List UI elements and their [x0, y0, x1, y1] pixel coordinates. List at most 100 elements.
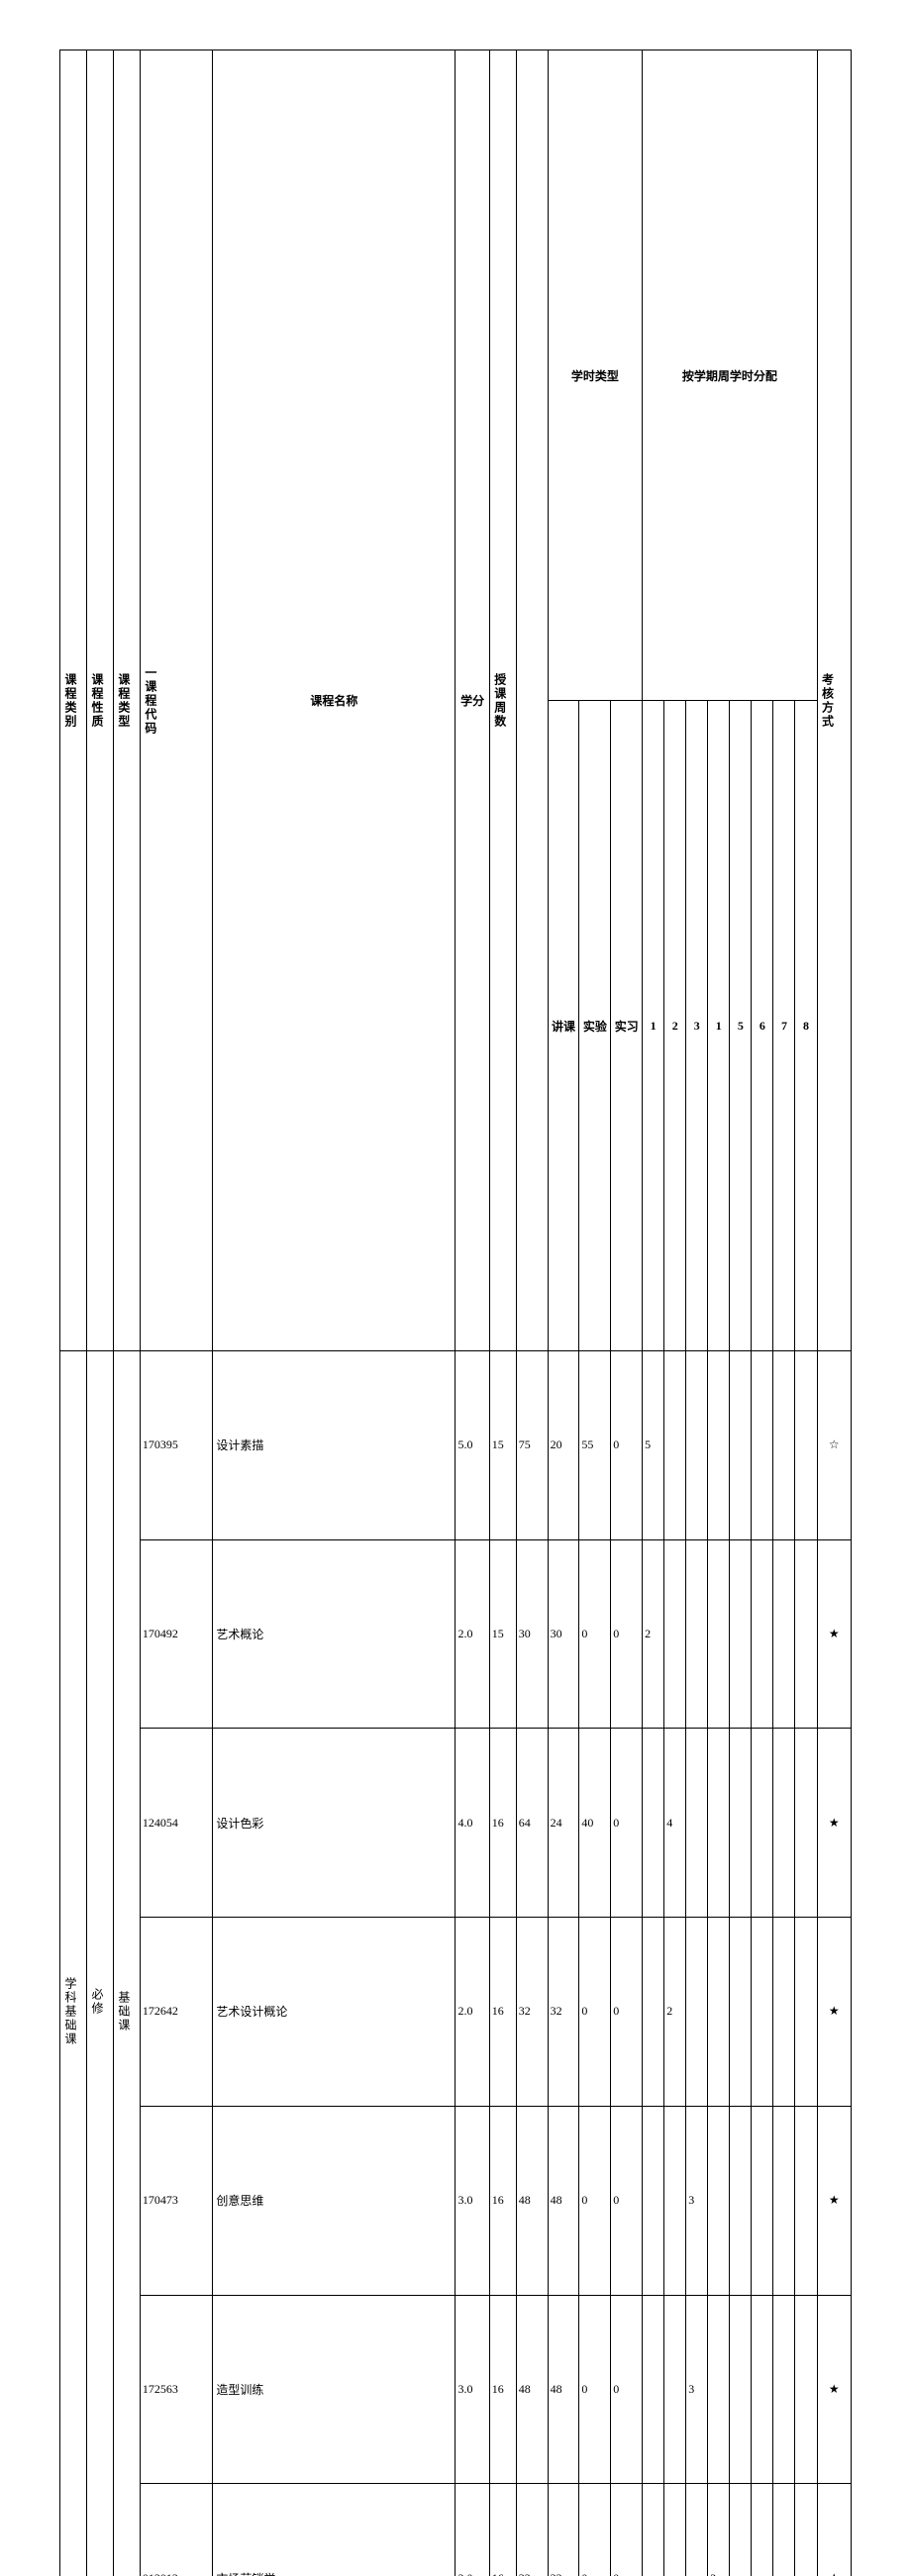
- cell-practice: 0: [611, 2106, 643, 2295]
- hdr-weeks: 授课周数: [489, 50, 516, 1351]
- cell-practice: 0: [611, 1351, 643, 1540]
- cell-s5: [730, 1351, 752, 1540]
- hdr-s4: 1: [708, 701, 730, 1351]
- hdr-sem-dist: 按学期周学时分配: [643, 50, 817, 701]
- cell-s6: [752, 1918, 773, 2107]
- hdr-lab: 实验: [579, 701, 611, 1351]
- hdr-name: 课程名称: [213, 50, 456, 1351]
- cell-practice: 0: [611, 1539, 643, 1729]
- cell-s5: [730, 2295, 752, 2484]
- curriculum-table: 课程类别 课程性质 课程类型 一课程代码 课程名称 学分 授课周数 学时类型 按…: [59, 50, 852, 2576]
- cell-s8: [795, 1351, 817, 1540]
- hdr-s1: 1: [643, 701, 664, 1351]
- cell-assess: ★: [817, 1539, 851, 1729]
- cell-lecture: 32: [548, 2484, 579, 2576]
- cell-assess: ★: [817, 2106, 851, 2295]
- cell-s2: [664, 2106, 686, 2295]
- cell-weeks: 16: [489, 1729, 516, 1918]
- cell-name: 艺术设计概论: [213, 1918, 456, 2107]
- cell-s8: [795, 2106, 817, 2295]
- cell-s4: 2: [708, 2484, 730, 2576]
- cell-weeks: 16: [489, 2295, 516, 2484]
- cell-s1: [643, 2106, 664, 2295]
- cell-practice: 0: [611, 2295, 643, 2484]
- table-row: 172563造型训练3.0164848003★: [60, 2295, 852, 2484]
- cell-s7: [773, 2106, 795, 2295]
- cell-s2: 2: [664, 1918, 686, 2107]
- cell-s3: [686, 1729, 708, 1918]
- cell-s5: [730, 1918, 752, 2107]
- cell-name: 市场营销学: [213, 2484, 456, 2576]
- table-row: 124054设计色彩4.01664244004★: [60, 1729, 852, 1918]
- cell-s5: [730, 1729, 752, 1918]
- cell-s1: [643, 2484, 664, 2576]
- cell-s3: 3: [686, 2295, 708, 2484]
- hdr-practice: 实习: [611, 701, 643, 1351]
- cell-s1: [643, 2295, 664, 2484]
- hdr-assess: 考核方式: [817, 50, 851, 1351]
- cell-total: 32: [516, 1918, 548, 2107]
- cell-assess: ☆: [817, 1351, 851, 1540]
- cell-s6: [752, 2484, 773, 2576]
- cell-s6: [752, 1729, 773, 1918]
- cell-s1: 5: [643, 1351, 664, 1540]
- table-row: 170492艺术概论2.0153030002★: [60, 1539, 852, 1729]
- cell-weeks: 15: [489, 1539, 516, 1729]
- hdr-s3: 3: [686, 701, 708, 1351]
- cell-s8: [795, 1729, 817, 1918]
- cell-type: 基础课: [113, 1351, 140, 2576]
- cell-credit: 3.0: [456, 2295, 489, 2484]
- cell-s6: [752, 2295, 773, 2484]
- cell-s8: [795, 2484, 817, 2576]
- cell-s6: [752, 2106, 773, 2295]
- cell-s1: [643, 1729, 664, 1918]
- cell-s8: [795, 1539, 817, 1729]
- cell-practice: 0: [611, 1918, 643, 2107]
- cell-s3: 3: [686, 2106, 708, 2295]
- hdr-s5: 5: [730, 701, 752, 1351]
- cell-s7: [773, 1351, 795, 1540]
- cell-s5: [730, 2106, 752, 2295]
- cell-practice: 0: [611, 2484, 643, 2576]
- table-row: 170473创意思维3.0164848003★: [60, 2106, 852, 2295]
- cell-code: 170492: [140, 1539, 213, 1729]
- cell-s3: [686, 1351, 708, 1540]
- cell-total: 32: [516, 2484, 548, 2576]
- cell-name: 艺术概论: [213, 1539, 456, 1729]
- cell-code: 170395: [140, 1351, 213, 1540]
- cell-lecture: 48: [548, 2106, 579, 2295]
- cell-credit: 2.0: [456, 2484, 489, 2576]
- cell-credit: 4.0: [456, 1729, 489, 1918]
- cell-assess: ★: [817, 2484, 851, 2576]
- cell-lecture: 24: [548, 1729, 579, 1918]
- cell-name: 设计色彩: [213, 1729, 456, 1918]
- hdr-code: 一课程代码: [140, 50, 213, 1351]
- hdr-hour-type: 学时类型: [548, 50, 643, 701]
- cell-lab: 40: [579, 1729, 611, 1918]
- hdr-s2: 2: [664, 701, 686, 1351]
- cell-s5: [730, 1539, 752, 1729]
- cell-weeks: 16: [489, 2106, 516, 2295]
- cell-lab: 0: [579, 1918, 611, 2107]
- hdr-total: [516, 50, 548, 1351]
- table-row: 学科基础课必修21基础课170395设计素描5.01575205505☆: [60, 1351, 852, 1540]
- cell-lecture: 48: [548, 2295, 579, 2484]
- cell-assess: ★: [817, 1729, 851, 1918]
- cell-total: 64: [516, 1729, 548, 1918]
- cell-name: 造型训练: [213, 2295, 456, 2484]
- cell-name: 创意思维: [213, 2106, 456, 2295]
- cell-s4: [708, 2106, 730, 2295]
- cell-s8: [795, 2295, 817, 2484]
- cell-category: 学科基础课: [60, 1351, 87, 2576]
- cell-s2: [664, 2484, 686, 2576]
- cell-s4: [708, 1539, 730, 1729]
- table-row: 012012市场营销学2.0163232002★: [60, 2484, 852, 2576]
- cell-s2: [664, 2295, 686, 2484]
- cell-total: 30: [516, 1539, 548, 1729]
- header-row-1: 课程类别 课程性质 课程类型 一课程代码 课程名称 学分 授课周数 学时类型 按…: [60, 50, 852, 701]
- cell-s2: 4: [664, 1729, 686, 1918]
- cell-s5: [730, 2484, 752, 2576]
- cell-code: 170473: [140, 2106, 213, 2295]
- cell-lecture: 30: [548, 1539, 579, 1729]
- hdr-s8: 8: [795, 701, 817, 1351]
